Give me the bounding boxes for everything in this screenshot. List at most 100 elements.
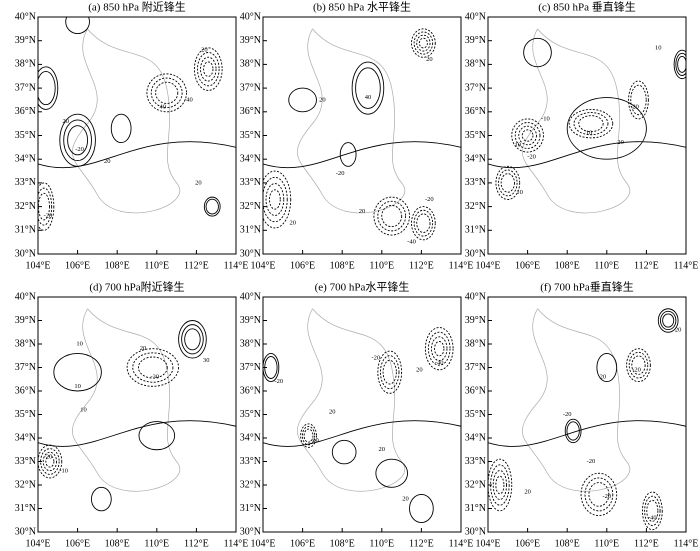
x-tick-label: 104°E [25,538,50,549]
contour-line [573,112,609,136]
y-tick-label: 30°N [465,526,486,537]
contour-label: -30 [150,373,159,380]
contour-line [677,55,686,73]
province-boundary [522,28,630,214]
y-tick-label: 37°N [465,82,486,93]
x-tick-label: 106°E [515,260,540,271]
panel: (c) 850 hPa 垂直锋生 10 -10 10 -20 10 20 -20 10 104°E… [465,0,699,271]
y-tick-label: 38°N [15,338,36,349]
plot-area: 20 -20 20 -40 40 20 -20 20 [38,17,236,231]
y-tick-label: 30°N [465,248,486,259]
y-tick-label: 39°N [240,35,261,46]
contour-line [662,313,675,328]
x-tick-label: 106°E [515,538,540,549]
y-tick-label: 33°N [240,177,261,188]
contour-line [126,348,180,387]
panel-frame [262,16,462,255]
contour-line [110,113,132,144]
panel: (a) 850 hPa 附近锋生 20 -20 20 -40 40 20 -20 20 104°E… [15,0,249,271]
y-tick-label: 33°N [240,456,261,467]
contour-line [351,61,385,115]
x-tick-label: 104°E [250,260,275,271]
y-tick-label: 38°N [465,59,486,70]
contour-line [38,71,56,106]
x-tick-label: 114°E [449,260,474,271]
contour-line [418,37,428,49]
contour-line [203,61,214,77]
contour-line [301,426,316,446]
contour-label: -40 [435,359,444,366]
x-tick-label: 110°E [144,538,169,549]
panel-frame [262,296,462,533]
plot-area: 20 -20 20 -20 20 -20 -40 -20 [488,308,686,531]
contour-line [155,81,179,104]
contour-label: 30 [203,357,210,364]
contour-label: 10 [74,383,81,390]
contour-line [150,77,183,109]
contour-line [673,49,686,80]
contour-line [646,499,659,522]
x-tick-label: 112°E [634,260,659,271]
contour-label: 20 [675,326,682,333]
y-tick-label: 38°N [15,59,36,70]
panel-title: (e) 700 hPa水平锋生 [315,280,410,294]
y-tick-label: 32°N [465,479,486,490]
x-tick-label: 110°E [369,538,394,549]
contour-label: -20 [372,355,381,362]
contour-line [40,448,60,475]
contour-label: 20 [617,139,624,146]
contour-label: -20 [630,104,639,111]
y-tick-label: 35°N [465,130,486,141]
contour-label: -40 [648,514,657,521]
contour-label: -40 [184,96,193,103]
y-tick-label: 34°N [465,432,486,443]
contour-line [521,129,534,142]
contour-line [434,341,445,357]
y-tick-label: 37°N [465,362,486,373]
contour-line [288,87,317,113]
y-tick-label: 36°N [465,106,486,117]
contour-line [588,482,610,507]
contour-line [42,451,57,472]
plot-area: 10 -10 10 -20 10 20 -20 10 [488,28,686,214]
x-tick-label: 106°E [65,260,90,271]
contour-line [263,176,288,223]
contour-label: -20 [336,170,345,177]
y-tick-label: 40°N [240,291,261,302]
x-tick-label: 114°E [224,260,249,271]
contour-label: -20 [75,146,84,153]
contour-label: 10 [76,340,83,347]
panel-title: (a) 850 hPa 附近锋生 [88,0,185,14]
contour-line [263,141,461,169]
x-tick-label: 112°E [634,538,659,549]
y-tick-label: 35°N [15,409,36,420]
y-tick-label: 39°N [15,35,36,46]
contour-line [331,439,357,465]
contour-label: -20 [425,196,434,203]
contour-label: -20 [44,213,53,220]
contour-label: -20 [527,153,536,160]
contour-label: -20 [563,411,572,418]
contour-line [641,491,663,531]
contour-line [263,420,461,447]
contour-line [205,198,219,215]
contour-label: 20 [402,496,409,503]
y-tick-label: 31°N [465,503,486,514]
contour-line [490,464,510,506]
contour-line [53,352,102,392]
contour-line [269,189,281,210]
y-tick-label: 40°N [240,11,261,22]
contour-line [416,34,431,52]
contour-line [495,165,521,200]
contour-line [138,421,176,451]
y-tick-label: 34°N [15,432,36,443]
contour-label: 20 [416,366,423,373]
panel: (e) 700 hPa水平锋生 -20 20 -40 20 -20 20 -20 20 104°E… [240,280,474,550]
contour-line [498,169,518,197]
contour-line [381,205,403,228]
contour-line [38,141,236,169]
y-tick-label: 39°N [15,315,36,326]
contour-line [413,209,434,237]
contour-line [584,477,614,512]
contour-line [303,428,314,443]
